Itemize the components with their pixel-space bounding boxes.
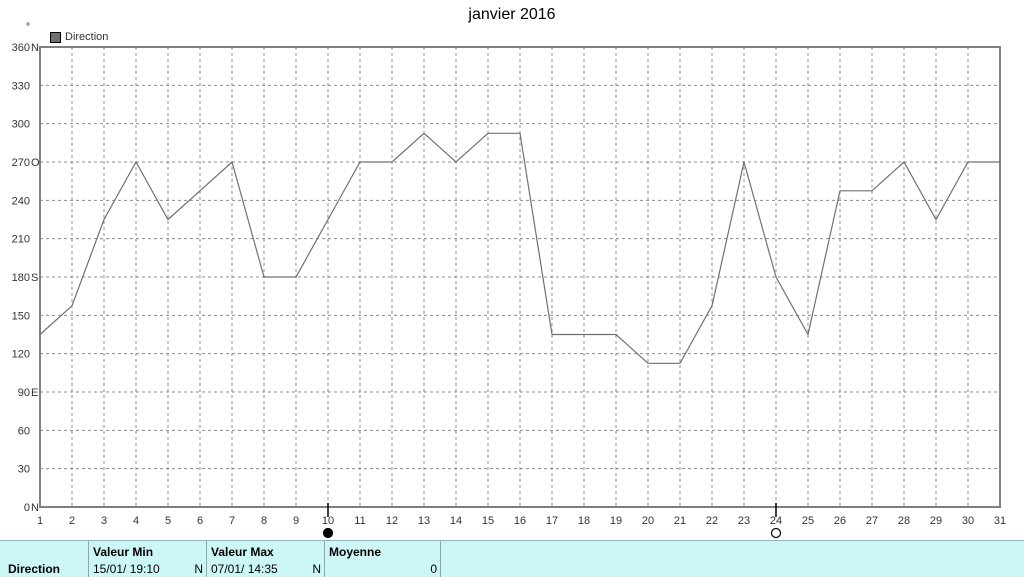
y-tick-label: 270 bbox=[12, 157, 30, 169]
x-tick-label: 19 bbox=[610, 515, 622, 527]
stats-row-label: Direction bbox=[8, 562, 61, 576]
full-moon-icon bbox=[322, 527, 334, 539]
x-tick-label: 7 bbox=[229, 515, 235, 527]
y-tick-label: 360 bbox=[12, 42, 30, 54]
max-value: 07/01/ 14:35 bbox=[211, 562, 278, 576]
y-tick-label: 180 bbox=[12, 272, 30, 284]
x-tick-label: 28 bbox=[898, 515, 910, 527]
x-tick-label: 9 bbox=[293, 515, 299, 527]
legend-label: Direction bbox=[65, 31, 109, 43]
x-tick-label: 29 bbox=[930, 515, 942, 527]
legend-swatch bbox=[50, 31, 61, 43]
x-tick-label: 16 bbox=[514, 515, 526, 527]
grid-lines bbox=[40, 47, 1000, 507]
x-tick-label: 23 bbox=[738, 515, 750, 527]
avg-value: 0 bbox=[430, 562, 437, 576]
x-tick-label: 5 bbox=[165, 515, 171, 527]
avg-header: Moyenne bbox=[329, 545, 382, 559]
legend: Direction bbox=[50, 31, 108, 43]
x-tick-label: 8 bbox=[261, 515, 267, 527]
y-tick-direction: S bbox=[31, 272, 38, 284]
x-axis: 1 2 3 4 5 6 7 8 9 10 11 12 13 14 15 16 17 18 19 20 21 22 23 24 2… bbox=[37, 515, 1006, 527]
min-value: 15/01/ 19:10 bbox=[93, 562, 160, 576]
x-tick-label: 2 bbox=[69, 515, 75, 527]
y-tick-label: 120 bbox=[12, 349, 30, 361]
x-tick-label: 10 bbox=[322, 515, 334, 527]
moon-phase-markers bbox=[322, 503, 782, 539]
max-cell: Valeur Max 07/01/ 14:35 N bbox=[206, 541, 325, 577]
x-tick-label: 22 bbox=[706, 515, 718, 527]
y-tick-label: 60 bbox=[18, 425, 30, 437]
x-tick-label: 25 bbox=[802, 515, 814, 527]
x-tick-label: 13 bbox=[418, 515, 430, 527]
y-tick-label: 300 bbox=[12, 119, 30, 131]
avg-cell: Moyenne 0 bbox=[324, 541, 441, 577]
x-tick-label: 17 bbox=[546, 515, 558, 527]
min-direction: N bbox=[194, 562, 203, 576]
min-cell: Valeur Min 15/01/ 19:10 N bbox=[88, 541, 207, 577]
x-tick-label: 18 bbox=[578, 515, 590, 527]
chart-title: janvier 2016 bbox=[468, 6, 556, 23]
x-tick-label: 30 bbox=[962, 515, 974, 527]
min-header: Valeur Min bbox=[93, 545, 154, 559]
y-tick-direction: O bbox=[31, 157, 40, 169]
x-tick-label: 21 bbox=[674, 515, 686, 527]
max-direction: N bbox=[312, 562, 321, 576]
series-group bbox=[39, 132, 1000, 364]
unit-label: ° bbox=[26, 22, 30, 33]
new-moon-icon bbox=[770, 527, 782, 539]
plot-frame bbox=[39, 46, 1001, 508]
x-tick-label: 3 bbox=[101, 515, 107, 527]
x-tick-label: 14 bbox=[450, 515, 462, 527]
x-tick-label: 24 bbox=[770, 515, 782, 527]
y-tick-direction: E bbox=[31, 387, 38, 399]
y-tick-direction: N bbox=[31, 502, 39, 514]
y-tick-label: 210 bbox=[12, 234, 30, 246]
stats-footer: Direction Valeur Min 15/01/ 19:10 N Vale… bbox=[0, 540, 1024, 577]
x-tick-label: 11 bbox=[354, 515, 365, 527]
x-tick-label: 31 bbox=[994, 515, 1006, 527]
empty-cell bbox=[440, 541, 1024, 577]
y-tick-direction: N bbox=[31, 42, 39, 54]
x-tick-label: 26 bbox=[834, 515, 846, 527]
y-tick-label: 240 bbox=[12, 195, 30, 207]
x-tick-label: 1 bbox=[37, 515, 43, 527]
series-line-direction bbox=[39, 132, 1000, 364]
x-tick-label: 6 bbox=[197, 515, 203, 527]
x-tick-label: 27 bbox=[866, 515, 878, 527]
y-tick-label: 0 bbox=[24, 502, 30, 514]
y-tick-label: 150 bbox=[12, 310, 30, 322]
y-tick-label: 330 bbox=[12, 80, 30, 92]
max-header: Valeur Max bbox=[211, 545, 274, 559]
x-tick-label: 15 bbox=[482, 515, 494, 527]
x-tick-label: 4 bbox=[133, 515, 139, 527]
x-tick-label: 20 bbox=[642, 515, 654, 527]
y-tick-label: 90 bbox=[18, 387, 30, 399]
y-tick-label: 30 bbox=[18, 464, 30, 476]
x-tick-label: 12 bbox=[386, 515, 398, 527]
